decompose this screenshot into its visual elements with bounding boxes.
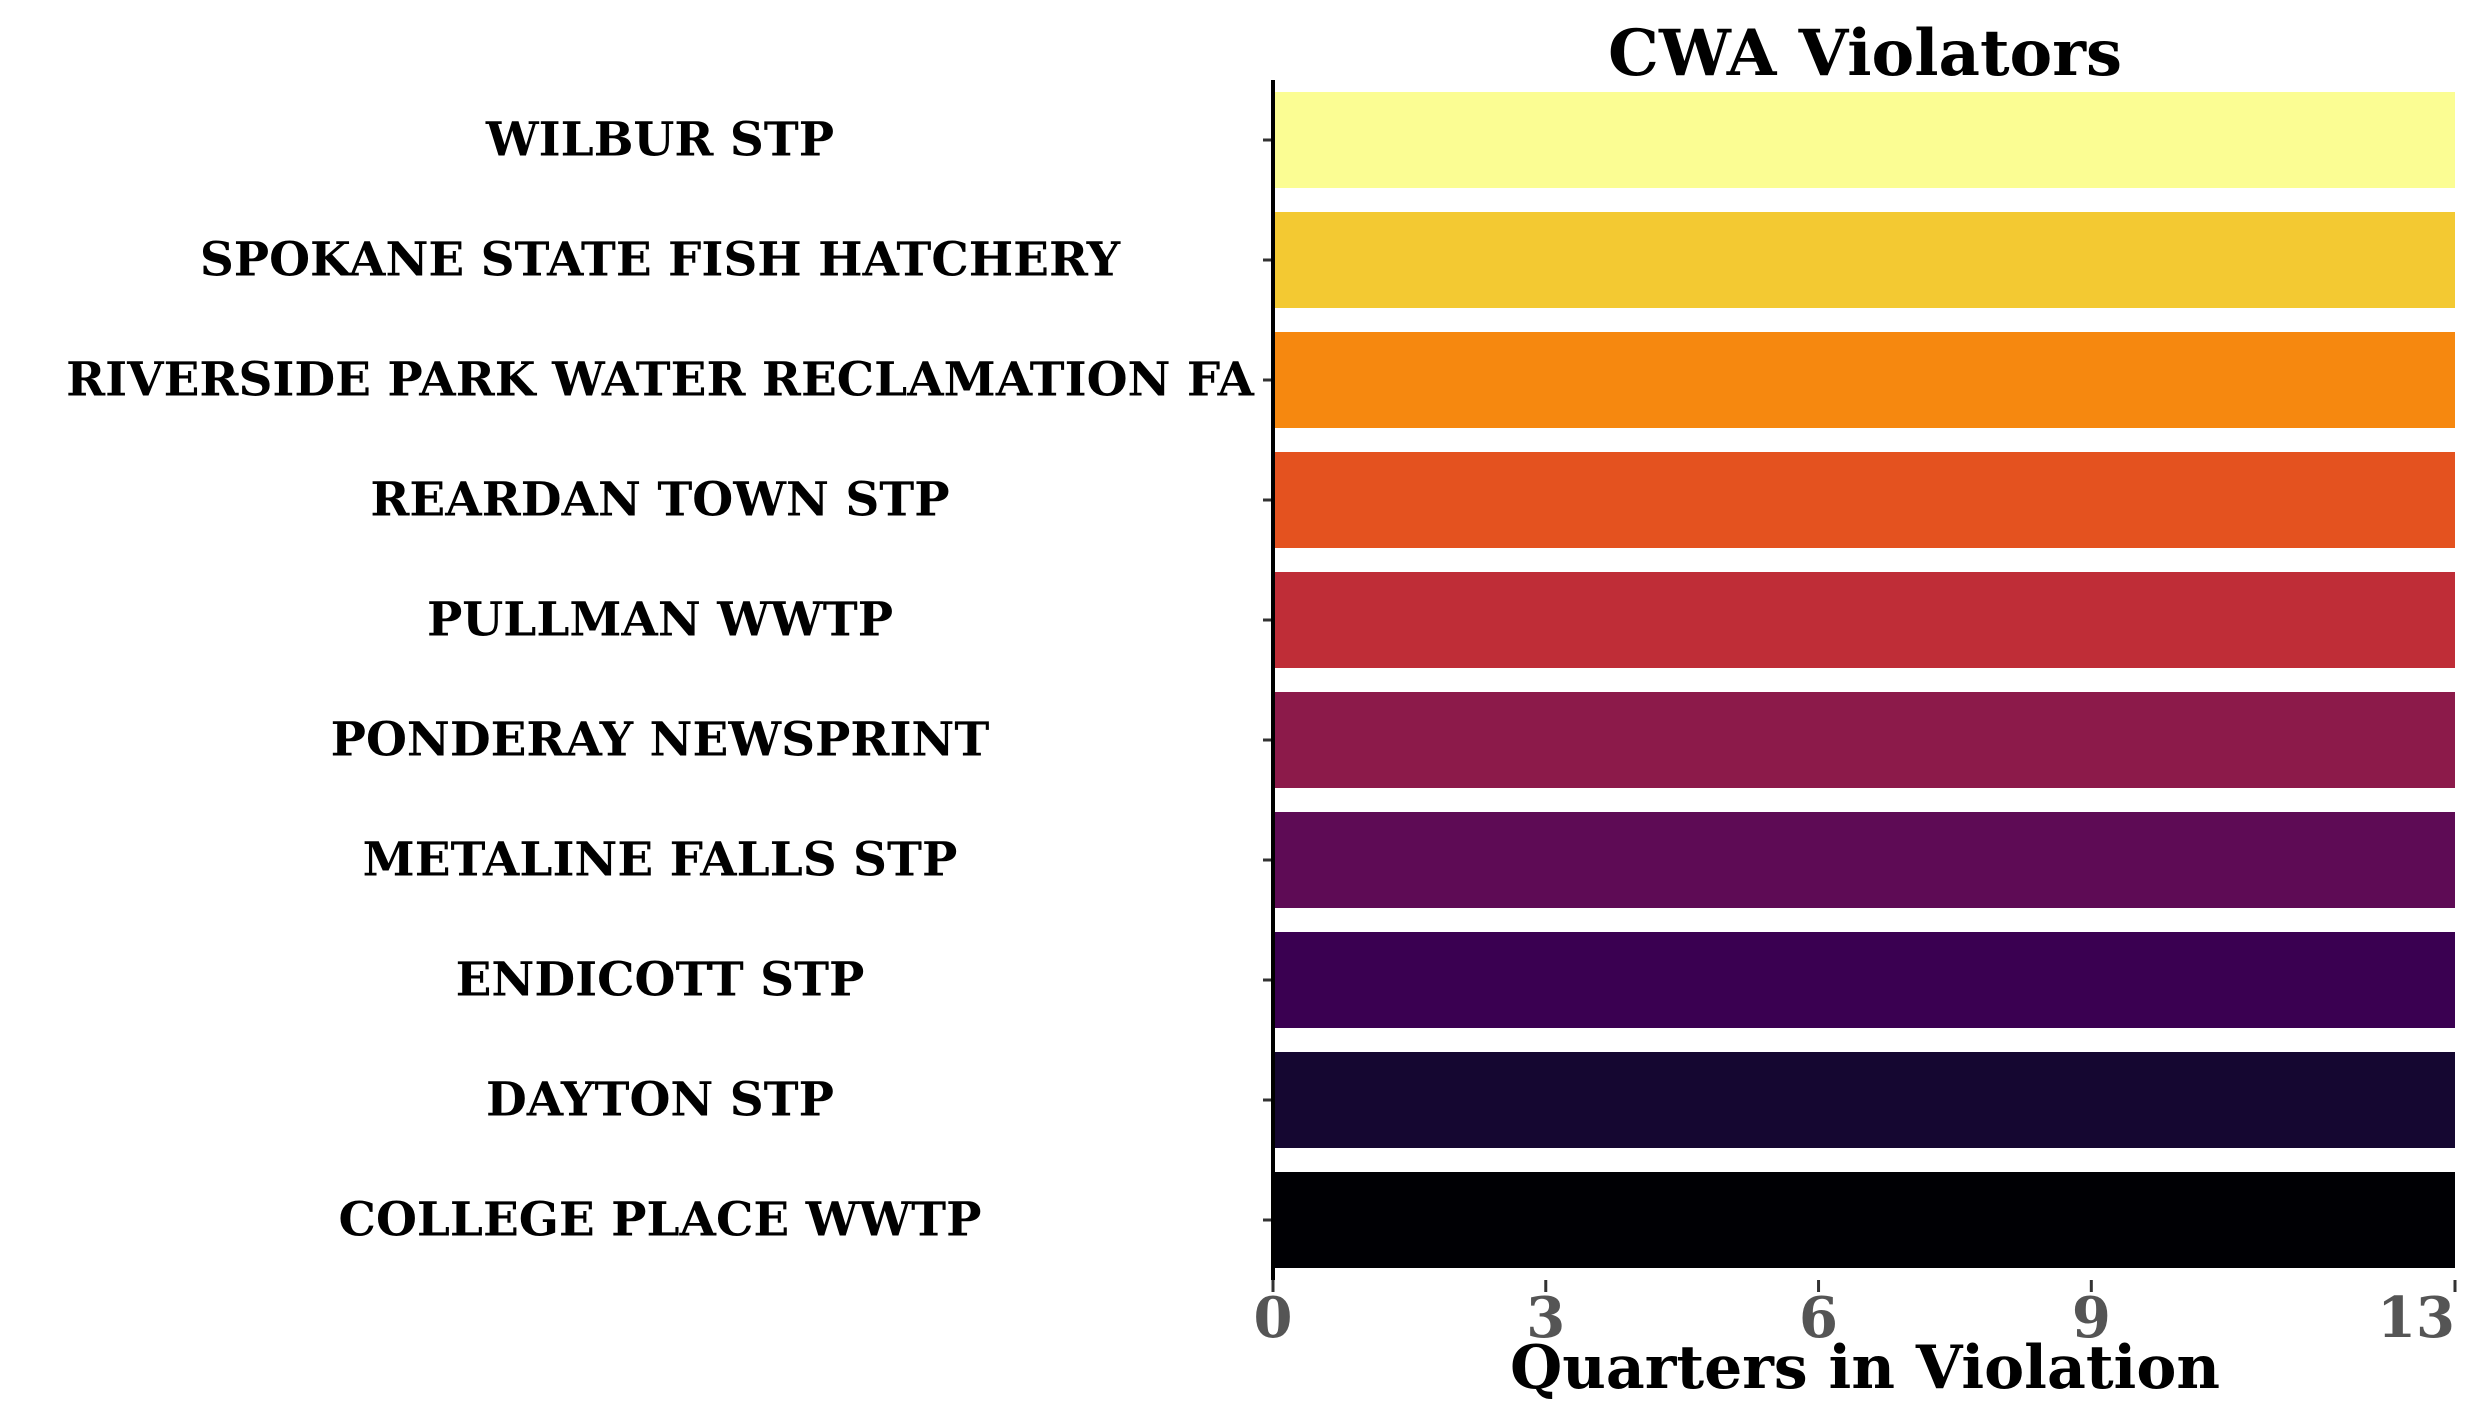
x-tick-label: 9 xyxy=(2072,1285,2111,1351)
x-tick-label: 0 xyxy=(1254,1285,1293,1351)
bars-group xyxy=(1273,92,2455,1268)
category-label: WILBUR STP xyxy=(485,113,834,168)
bar xyxy=(1273,92,2455,188)
category-label: DAYTON STP xyxy=(486,1073,834,1128)
x-tick-label: 13 xyxy=(2377,1285,2455,1351)
category-labels: WILBUR STP SPOKANE STATE FISH HATCHERY RIV… xyxy=(66,113,1254,1248)
category-label: REARDAN TOWN STP xyxy=(370,473,949,528)
bar xyxy=(1273,692,2455,788)
x-tick-label: 3 xyxy=(1526,1285,1565,1351)
category-label: PONDERAY NEWSPRINT xyxy=(331,713,990,768)
bar xyxy=(1273,452,2455,548)
category-label: COLLEGE PLACE WWTP xyxy=(339,1193,982,1248)
category-label: RIVERSIDE PARK WATER RECLAMATION FA xyxy=(66,353,1254,408)
category-label: METALINE FALLS STP xyxy=(363,833,958,888)
bar xyxy=(1273,572,2455,668)
category-label: PULLMAN WWTP xyxy=(427,593,893,648)
bar xyxy=(1273,1172,2455,1268)
x-axis-label: Quarters in Violation xyxy=(1510,1333,2220,1403)
bar xyxy=(1273,812,2455,908)
x-axis-ticks: 0 3 6 9 13 xyxy=(1254,1280,2457,1351)
x-tick-label: 6 xyxy=(1799,1285,1838,1351)
bar xyxy=(1273,1052,2455,1148)
category-label: SPOKANE STATE FISH HATCHERY xyxy=(200,233,1121,288)
chart-title: CWA Violators xyxy=(1608,16,2122,91)
bar xyxy=(1273,332,2455,428)
bar xyxy=(1273,212,2455,308)
bar xyxy=(1273,932,2455,1028)
category-label: ENDICOTT STP xyxy=(456,953,865,1008)
